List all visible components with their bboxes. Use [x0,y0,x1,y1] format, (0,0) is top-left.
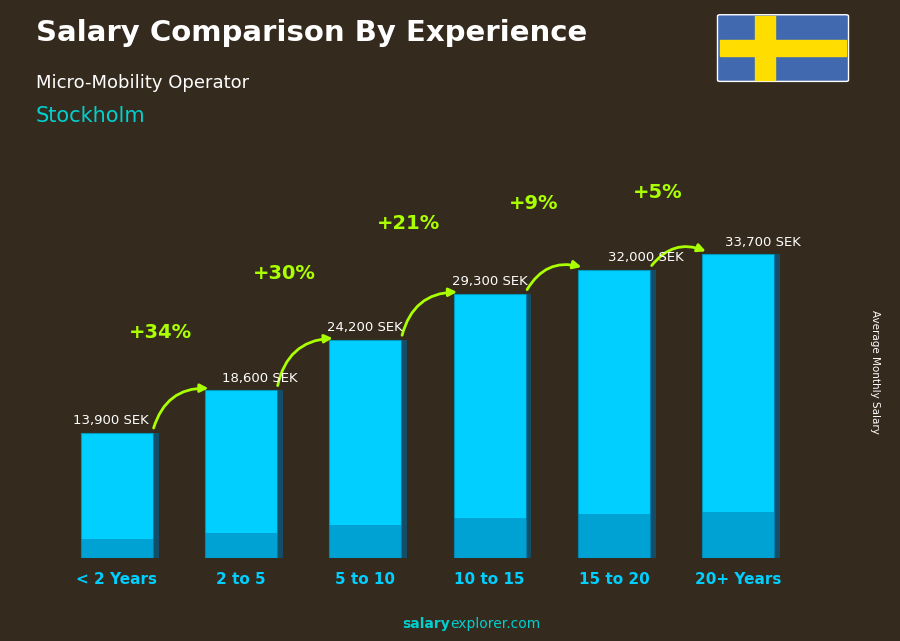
Bar [277,390,283,558]
Bar [720,40,846,56]
FancyBboxPatch shape [717,15,849,81]
Bar [526,294,532,558]
Text: 13,900 SEK: 13,900 SEK [73,414,149,427]
Text: +34%: +34% [129,324,192,342]
Text: Average Monthly Salary: Average Monthly Salary [869,310,880,434]
Text: Salary Comparison By Experience: Salary Comparison By Experience [36,19,587,47]
Bar [153,433,158,558]
Bar [774,254,780,558]
Bar [578,515,650,558]
Bar [702,254,774,558]
Text: +9%: +9% [508,194,558,213]
Text: 29,300 SEK: 29,300 SEK [452,276,527,288]
Text: +30%: +30% [253,264,316,283]
Bar [702,512,774,558]
Bar [329,525,401,558]
Text: explorer.com: explorer.com [450,617,540,631]
Text: 33,700 SEK: 33,700 SEK [725,236,801,249]
Bar [578,269,650,558]
Text: 32,000 SEK: 32,000 SEK [608,251,683,264]
Bar [755,16,776,80]
Bar [205,390,277,558]
Text: Micro-Mobility Operator: Micro-Mobility Operator [36,74,249,92]
Text: +21%: +21% [377,213,440,233]
Bar [650,269,656,558]
Text: +5%: +5% [633,183,682,202]
Text: 24,200 SEK: 24,200 SEK [328,321,403,335]
Bar [81,539,153,558]
Bar [329,340,401,558]
Bar [454,518,526,558]
Text: salary: salary [402,617,450,631]
Bar [205,533,277,558]
Bar [401,340,407,558]
Bar [81,433,153,558]
Text: Stockholm: Stockholm [36,106,146,126]
Text: 18,600 SEK: 18,600 SEK [222,372,298,385]
Bar [454,294,526,558]
